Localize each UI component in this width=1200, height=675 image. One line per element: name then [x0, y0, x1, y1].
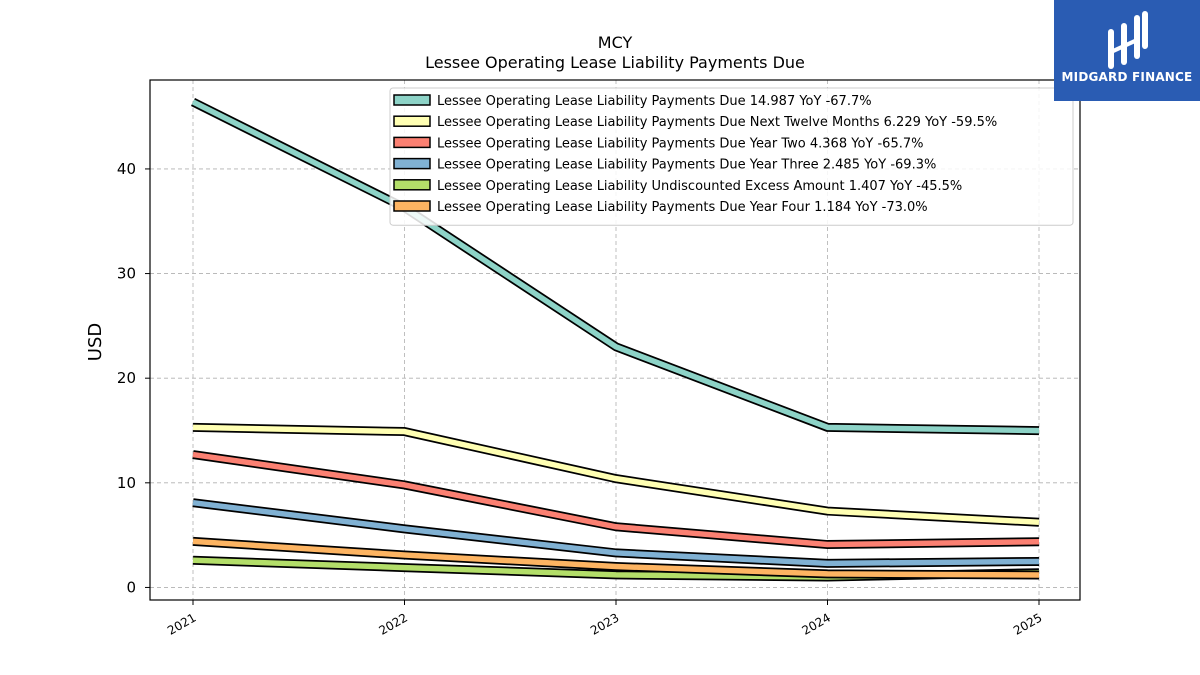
chart-title: MCY	[598, 33, 633, 52]
series-line	[192, 450, 1040, 550]
legend-swatch	[393, 157, 431, 170]
series-lines	[190, 97, 1040, 582]
legend-label: Lessee Operating Lease Liability Payment…	[437, 158, 936, 173]
x-tick-label: 2023	[588, 610, 621, 637]
x-tick-label: 2024	[800, 610, 833, 637]
legend-label: Lessee Operating Lease Liability Payment…	[437, 115, 997, 130]
legend-label: Lessee Operating Lease Liability Payment…	[437, 136, 923, 151]
x-tick-label: 2022	[377, 610, 410, 637]
legend-swatch	[393, 136, 431, 149]
legend-swatch	[393, 200, 431, 212]
legend-swatch	[393, 94, 431, 106]
x-tick-label: 2021	[165, 610, 198, 637]
y-tick-label: 40	[117, 160, 136, 178]
legend-swatch	[393, 179, 431, 191]
logo-mark-icon	[1108, 11, 1148, 69]
y-axis-label: USD	[85, 323, 106, 361]
legend-label: Lessee Operating Lease Liability Payment…	[437, 200, 928, 215]
series-line	[192, 422, 1040, 527]
plot-frame	[149, 79, 1081, 601]
legend: Lessee Operating Lease Liability Payment…	[389, 87, 1074, 226]
legend-label: Lessee Operating Lease Liability Undisco…	[437, 179, 962, 194]
x-tick-label: 2025	[1011, 610, 1044, 637]
brand-logo: MIDGARD FINANCE	[1054, 0, 1200, 101]
y-tick-label: 20	[117, 369, 136, 387]
series-line	[192, 536, 1040, 580]
chart-subtitle: Lessee Operating Lease Liability Payment…	[425, 53, 805, 72]
legend-label: Lessee Operating Lease Liability Payment…	[437, 94, 872, 109]
y-tick-label: 0	[126, 578, 136, 596]
legend-swatch	[393, 115, 431, 127]
legend-box	[389, 87, 1074, 226]
y-tick-label: 30	[117, 265, 136, 283]
logo-text: MIDGARD FINANCE	[1062, 70, 1193, 84]
y-tick-label: 10	[117, 474, 136, 492]
series-line	[192, 498, 1040, 568]
